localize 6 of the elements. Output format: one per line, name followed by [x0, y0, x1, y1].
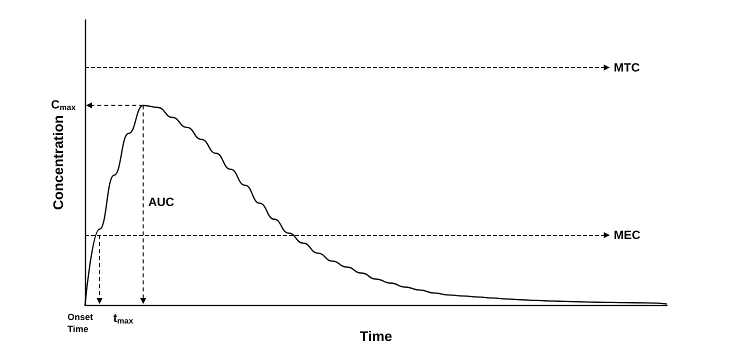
x-axis-title: Time — [360, 328, 392, 344]
ref-line-label: MEC — [614, 228, 641, 242]
text: Onset Time — [68, 312, 94, 334]
annotation: AUC — [148, 195, 175, 210]
y-axis-title: Concentration — [50, 115, 66, 210]
ref-line-label: MTC — [614, 60, 640, 74]
